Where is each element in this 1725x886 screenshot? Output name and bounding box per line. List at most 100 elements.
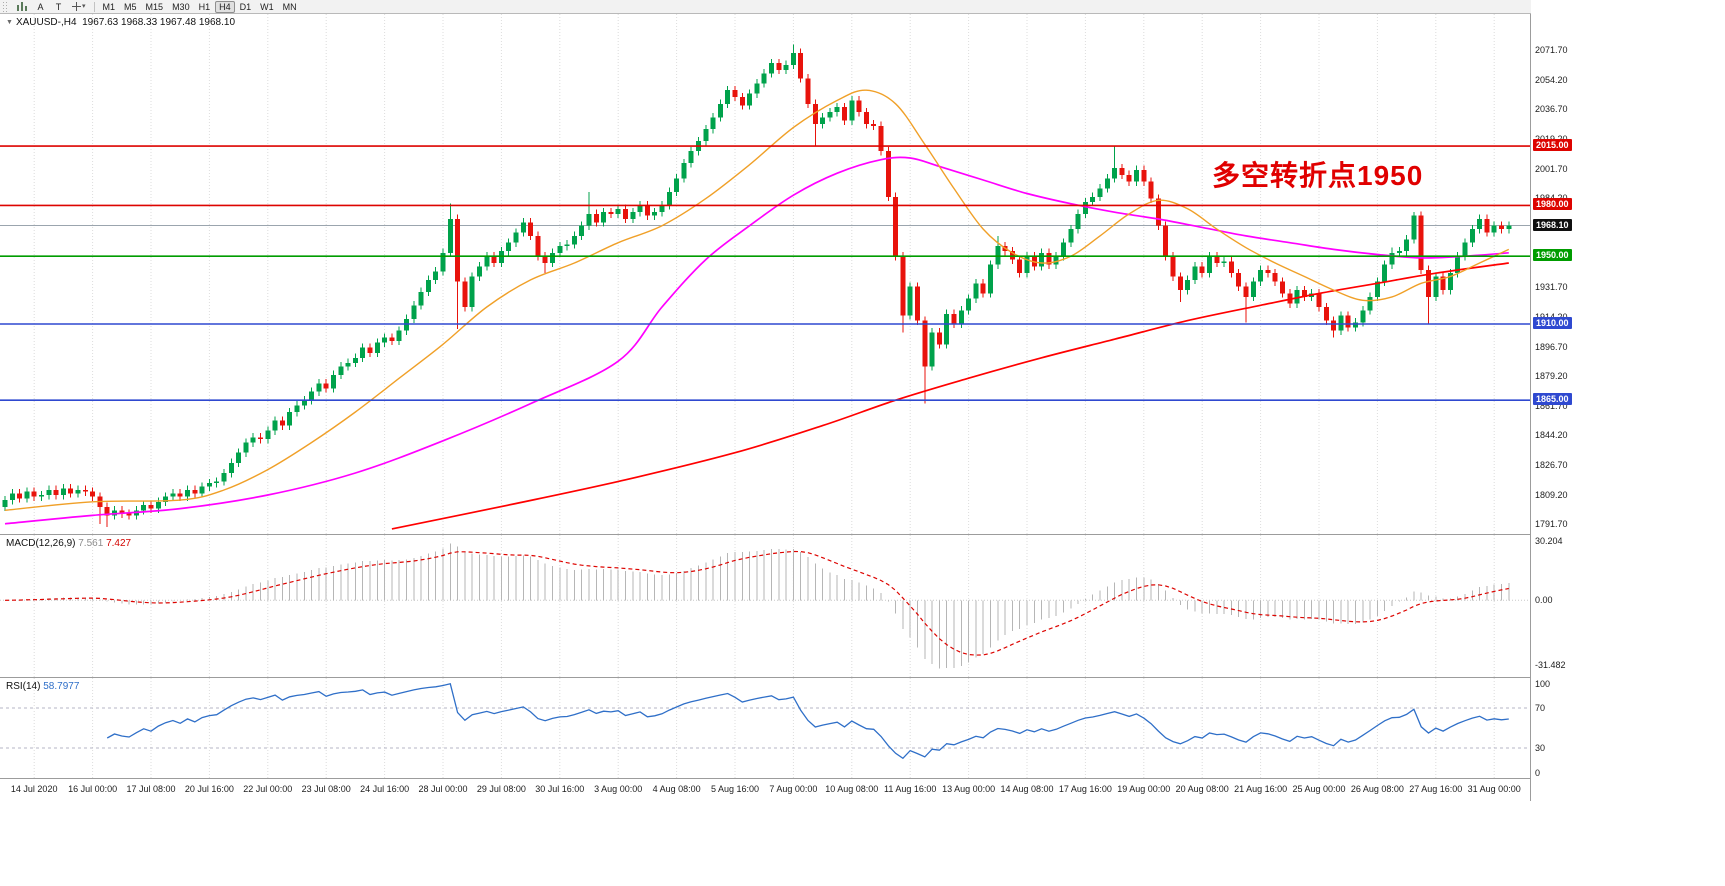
time-axis-label: 19 Aug 00:00 — [1117, 784, 1171, 794]
price-badge-1950.00: 1950.00 — [1533, 249, 1572, 262]
price-axis-label: 2019.20 — [1535, 134, 1568, 144]
rsi-line — [106, 683, 1509, 760]
price-axis-label: 1896.70 — [1535, 341, 1568, 352]
price-axis-label: 1931.70 — [1535, 282, 1568, 293]
price-axis-label: 1879.20 — [1535, 371, 1568, 382]
time-axis-label: 16 Jul 00:00 — [68, 784, 118, 794]
price-axis-label: 2001.70 — [1535, 163, 1568, 174]
macd-plot[interactable] — [0, 535, 1530, 677]
crosshair-icon — [72, 2, 81, 11]
rsi-axis-label: 70 — [1535, 703, 1546, 713]
annotation-text[interactable]: 多空转折点1950 — [1212, 160, 1424, 191]
timeframe-button-W1[interactable]: W1 — [256, 1, 278, 13]
time-axis-label: 13 Aug 00:00 — [942, 784, 996, 794]
grid-lines — [33, 678, 1495, 778]
time-axis-label: 28 Jul 00:00 — [418, 784, 468, 794]
panel-separator — [0, 778, 1725, 779]
text-tool-button[interactable]: T — [50, 1, 67, 13]
timeframe-button-M15[interactable]: M15 — [142, 1, 168, 13]
macd-panel: MACD(12,26,9) 7.561 7.427 — [0, 535, 1530, 677]
time-axis-label: 10 Aug 08:00 — [825, 784, 879, 794]
ohlc-values: 1967.63 1968.33 1967.48 1968.10 — [82, 17, 236, 28]
time-axis-label: 5 Aug 16:00 — [710, 784, 760, 794]
macd-signal-value: 7.427 — [106, 538, 132, 549]
macd-axis-label: -31.482 — [1535, 660, 1566, 671]
timeframe-button-H1[interactable]: H1 — [195, 1, 215, 13]
main-chart-plot[interactable] — [0, 14, 1530, 534]
time-axis[interactable]: 14 Jul 2020 16 Jul 00:00 17 Jul 08:00 20 Ju… — [0, 779, 1725, 801]
time-axis-label: 31 Aug 00:00 — [1467, 784, 1521, 794]
ma-fast-line[interactable] — [4, 89, 1510, 511]
timeframe-button-MN[interactable]: MN — [279, 1, 301, 13]
price-axis-label: 1861.70 — [1535, 400, 1568, 411]
toolbar-separator — [93, 1, 95, 12]
draw-tool-button[interactable]: ▾ — [68, 1, 90, 13]
rsi-axis-label: 30 — [1535, 743, 1546, 753]
timeframe-button-M30[interactable]: M30 — [168, 1, 194, 13]
rsi-title: RSI(14) — [6, 681, 41, 692]
macd-value: 7.561 — [78, 538, 104, 549]
price-axis-label: 2036.70 — [1535, 104, 1568, 115]
price-axis-label: 2071.70 — [1535, 45, 1568, 56]
time-axis-label: 30 Jul 16:00 — [535, 784, 585, 794]
time-axis-label: 24 Jul 16:00 — [360, 784, 410, 794]
price-badge-1980.00: 1980.00 — [1533, 198, 1572, 211]
timeframe-button-H4[interactable]: H4 — [215, 0, 235, 13]
macd-header: MACD(12,26,9) 7.561 7.427 — [6, 538, 131, 549]
price-axis-label: 1809.20 — [1535, 489, 1568, 500]
time-axis-label: 14 Jul 2020 — [10, 784, 58, 794]
macd-histogram — [11, 543, 1510, 669]
price-axis[interactable]: 2071.70 2054.20 2036.70 2019.20 2001.70 1984.… — [1531, 0, 1725, 886]
rsi-plot[interactable] — [0, 678, 1530, 778]
bar-chart-icon — [17, 2, 27, 11]
chart-type-button[interactable] — [13, 1, 31, 13]
cursor-tool-button[interactable]: A — [32, 1, 49, 13]
macd-axis-label: 30.204 — [1535, 536, 1563, 546]
price-axis-label: 1844.20 — [1535, 430, 1568, 441]
main-chart-panel: ▼ XAUUSD-,H4 1967.63 1968.33 1967.48 1968… — [0, 14, 1530, 534]
rsi-axis-label: 0 — [1535, 768, 1541, 778]
chevron-down-icon: ▾ — [82, 2, 86, 10]
price-axis-label: 1791.70 — [1535, 519, 1568, 530]
price-axis-label: 1826.70 — [1535, 460, 1568, 471]
timeframe-button-M5[interactable]: M5 — [120, 1, 141, 13]
macd-axis-label: 0.00 — [1535, 595, 1553, 606]
time-axis-label: 7 Aug 00:00 — [769, 784, 818, 794]
price-axis-label: 1914.20 — [1535, 312, 1568, 322]
time-axis-label: 11 Aug 16:00 — [883, 784, 937, 794]
ma-mid-line[interactable] — [4, 156, 1509, 525]
time-axis-label: 26 Aug 08:00 — [1350, 784, 1404, 794]
time-axis-label: 17 Aug 16:00 — [1058, 784, 1112, 794]
time-axis-label: 20 Jul 16:00 — [184, 784, 234, 794]
price-axis-label: 1984.20 — [1535, 193, 1568, 203]
ma-slow-line[interactable] — [391, 262, 1509, 530]
panel-separator[interactable] — [0, 534, 1725, 535]
timeframe-button-D1[interactable]: D1 — [236, 1, 256, 13]
timeframe-button-M1[interactable]: M1 — [99, 1, 120, 13]
symbol-period-label: XAUUSD-,H4 — [15, 17, 77, 28]
toolbar-grip[interactable] — [3, 1, 8, 12]
price-badge-2015.00: 2015.00 — [1533, 139, 1572, 152]
time-axis-label: 17 Jul 08:00 — [126, 784, 176, 794]
panel-separator[interactable] — [0, 677, 1725, 678]
time-axis-label: 22 Jul 00:00 — [243, 784, 293, 794]
rsi-axis-label: 100 — [1535, 679, 1551, 689]
current-price-badge: 1968.10 — [1533, 218, 1572, 231]
time-axis-label: 23 Jul 08:00 — [301, 784, 351, 794]
timeframe-toolbar: M1 M5 M15 M30 H1 H4 D1 W1 MN — [99, 0, 301, 13]
time-axis-label: 4 Aug 08:00 — [652, 784, 701, 794]
time-axis-label: 3 Aug 00:00 — [594, 784, 643, 794]
time-axis-label: 20 Aug 08:00 — [1175, 784, 1229, 794]
time-axis-label: 14 Aug 08:00 — [1000, 784, 1054, 794]
price-badge-1865.00: 1865.00 — [1533, 393, 1572, 406]
macd-title: MACD(12,26,9) — [6, 538, 76, 549]
rsi-header: RSI(14) 58.7977 — [6, 681, 79, 692]
toolbar: A T ▾ M1 M5 M15 M30 H1 H4 D1 W1 MN — [0, 0, 1725, 14]
chart-ohlc-header: ▼ XAUUSD-,H4 1967.63 1968.33 1967.48 1968… — [6, 17, 235, 28]
price-badge-1910.00: 1910.00 — [1533, 317, 1572, 329]
time-axis-label: 21 Aug 16:00 — [1234, 784, 1288, 794]
rsi-value: 58.7977 — [43, 681, 80, 692]
symbol-dropdown-icon[interactable]: ▼ — [6, 19, 13, 26]
time-axis-label: 27 Aug 16:00 — [1409, 784, 1463, 794]
